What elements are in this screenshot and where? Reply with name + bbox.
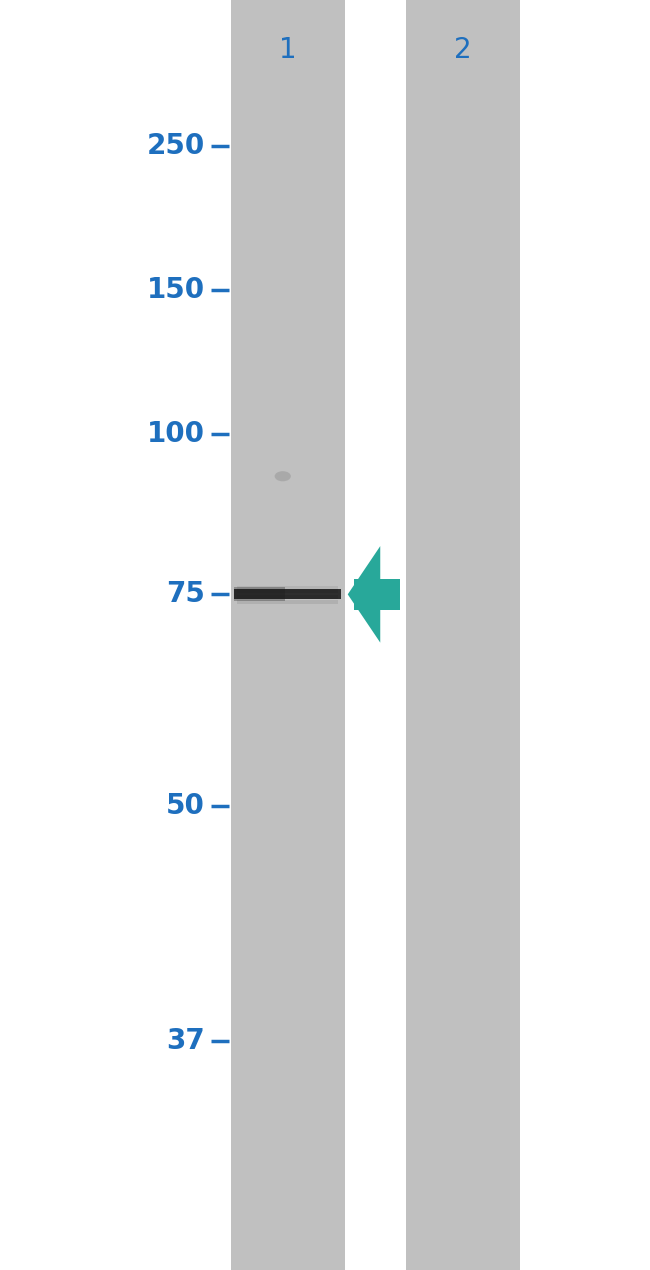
Text: 2: 2 [454,36,472,64]
Bar [406,0,520,1270]
Text: 75: 75 [166,580,205,608]
Bar [237,589,338,593]
Bar [237,596,338,599]
Text: 37: 37 [166,1027,205,1055]
Text: 150: 150 [147,276,205,304]
Polygon shape [348,546,380,643]
Text: 50: 50 [166,792,205,820]
Bar [234,589,341,599]
Bar [354,579,400,610]
Text: 250: 250 [146,132,205,160]
Text: 1: 1 [279,36,296,64]
Bar [237,599,338,603]
Bar [237,585,338,589]
Bar [231,0,344,1270]
Ellipse shape [274,471,291,481]
Bar [234,587,285,602]
Text: 100: 100 [147,420,205,448]
